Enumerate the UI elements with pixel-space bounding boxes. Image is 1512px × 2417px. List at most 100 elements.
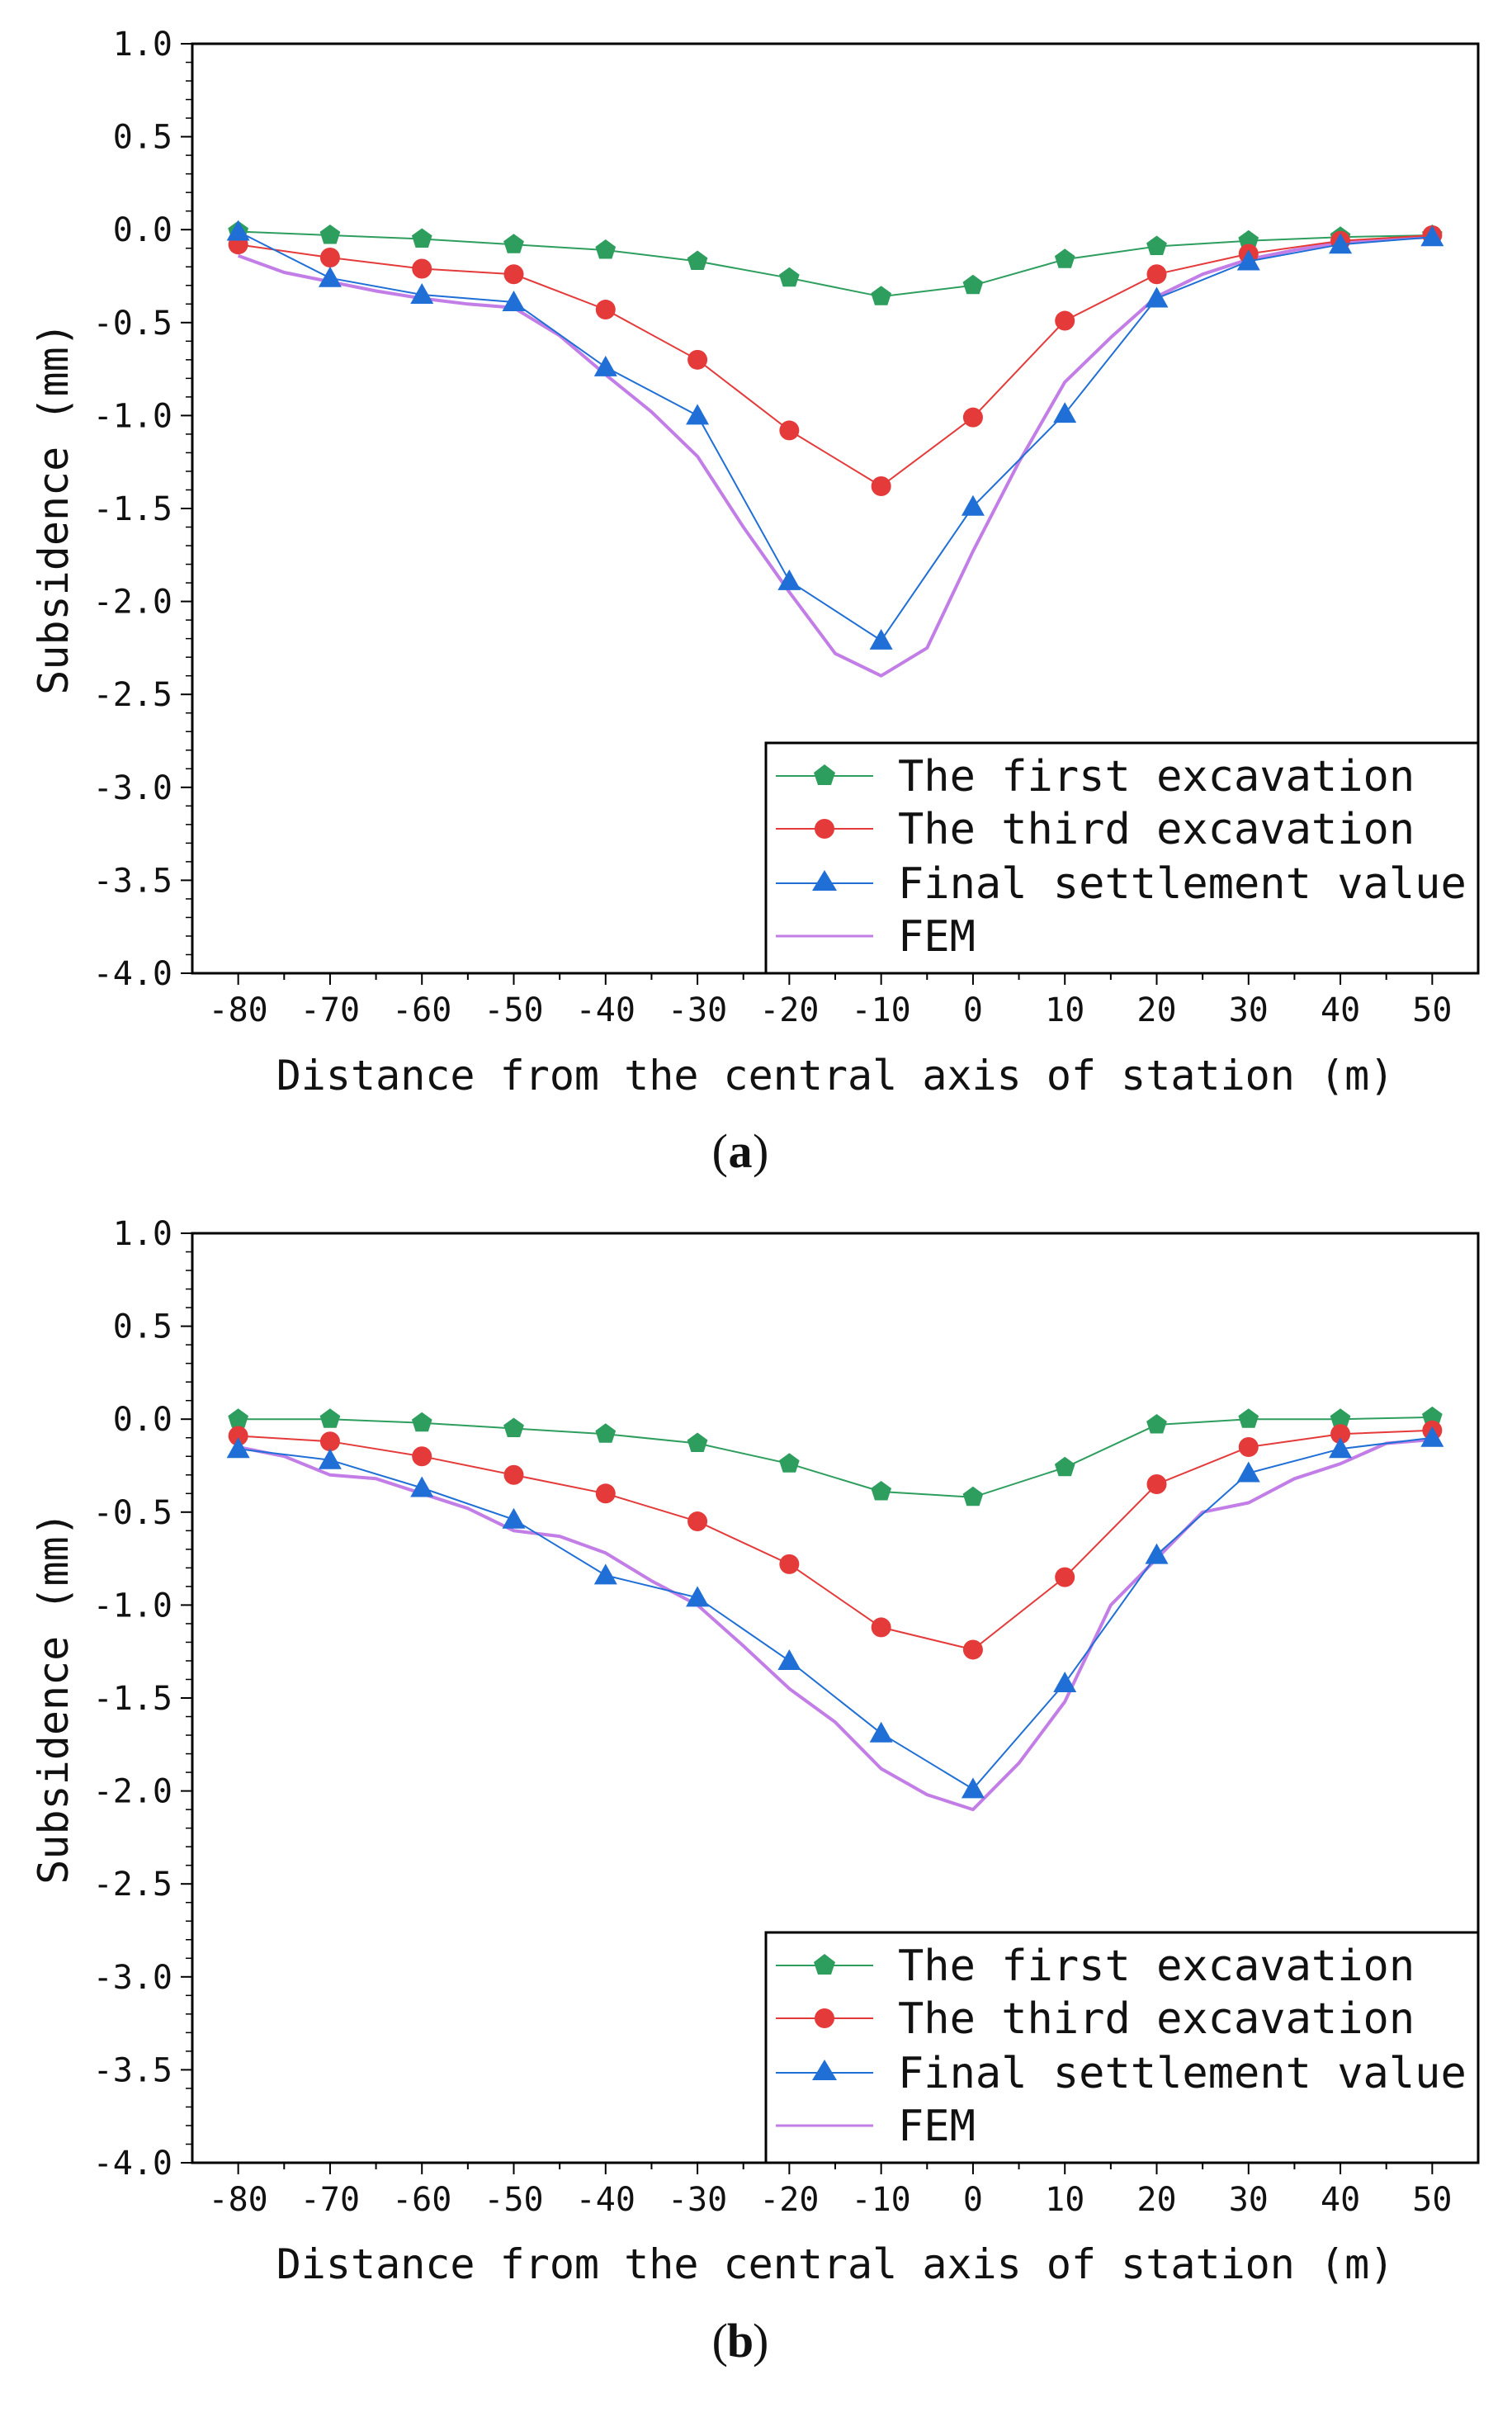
data-point-triangle xyxy=(502,1507,526,1529)
y-tick-label: -0.5 xyxy=(93,305,172,343)
panel-paren-open: ( xyxy=(712,1124,728,1178)
legend-label: The first excavation xyxy=(898,1942,1415,1991)
series-layer xyxy=(226,220,1444,650)
data-point-pentagon xyxy=(1330,1408,1351,1428)
data-point-pentagon xyxy=(595,1423,617,1443)
legend-triangle-marker xyxy=(812,870,837,891)
y-tick-label: 0.5 xyxy=(113,119,172,157)
data-point-circle xyxy=(595,300,616,320)
data-point-pentagon xyxy=(503,1417,524,1437)
x-axis-title: Distance from the central axis of statio… xyxy=(276,2240,1395,2288)
x-tick-label: -50 xyxy=(484,991,543,1029)
y-tick-label: -3.0 xyxy=(93,1959,172,1997)
data-point-triangle xyxy=(1420,1426,1444,1447)
data-point-triangle xyxy=(410,283,434,305)
x-tick-label: 40 xyxy=(1321,991,1360,1029)
data-point-circle xyxy=(687,1511,708,1532)
x-tick-label: 10 xyxy=(1045,2181,1084,2219)
x-axis-title: Distance from the central axis of statio… xyxy=(276,1052,1395,1100)
data-point-triangle xyxy=(593,355,617,376)
legend-circle-marker xyxy=(815,2008,834,2028)
chart-panel-b: -80 -70 -60 -50 -40 -30 -20 -10 0 10 20 30 40 50 -4.0… xyxy=(30,1215,1480,2367)
data-point-circle xyxy=(412,258,432,279)
data-point-triangle xyxy=(961,1777,985,1799)
legend-item-third-excavation: The third excavation xyxy=(776,1994,1415,2044)
data-point-triangle xyxy=(593,1563,617,1585)
data-point-pentagon xyxy=(871,1481,891,1501)
data-point-circle xyxy=(1238,1436,1259,1457)
legend: The first excavation The third excavatio… xyxy=(764,741,1480,975)
data-point-triangle xyxy=(686,404,710,425)
data-point-pentagon xyxy=(1054,248,1075,268)
data-point-triangle xyxy=(226,220,250,241)
tick-layer xyxy=(181,43,1434,985)
data-point-pentagon xyxy=(1422,1406,1443,1426)
legend-triangle-marker xyxy=(812,2060,837,2080)
y-tick-label: 0.0 xyxy=(113,211,172,249)
data-point-pentagon xyxy=(779,1453,800,1473)
y-tick-label: -1.0 xyxy=(93,397,172,435)
legend-box xyxy=(764,741,1480,975)
x-tick-label: -50 xyxy=(484,2181,543,2219)
legend-item-third-excavation: The third excavation xyxy=(776,805,1415,854)
data-point-circle xyxy=(871,475,891,496)
data-point-triangle xyxy=(1329,1437,1353,1459)
data-point-circle xyxy=(779,420,800,441)
x-tick-label: -10 xyxy=(852,2181,911,2219)
data-point-triangle xyxy=(1053,402,1077,423)
legend-label: Final settlement value xyxy=(898,859,1467,909)
x-tick-label: 50 xyxy=(1412,2181,1452,2219)
panel-label-a: ( a ) xyxy=(712,1124,769,1178)
panel-paren-open: ( xyxy=(712,2314,728,2367)
legend-item-final-settlement: Final settlement value xyxy=(776,2049,1467,2098)
data-point-circle xyxy=(1330,1424,1351,1445)
data-point-triangle xyxy=(869,628,893,650)
panel-letter: a xyxy=(729,1124,753,1178)
data-point-triangle xyxy=(502,291,526,312)
y-tick-labels: -4.0 -3.5 -3.0 -2.5 -2.0 -1.5 -1.0 -0.5 0.0 0.5 1.… xyxy=(93,26,172,993)
legend-item-first-excavation: The first excavation xyxy=(776,752,1415,802)
chart-panel-a: -80 -70 -60 -50 -40 -30 -20 -10 0 10 20 30 40 50 -4.0… xyxy=(30,26,1480,1178)
data-point-triangle xyxy=(869,1721,893,1743)
data-point-triangle xyxy=(318,266,342,287)
legend-pentagon-marker xyxy=(814,1954,835,1975)
data-point-pentagon xyxy=(871,286,891,305)
data-point-triangle xyxy=(686,1586,710,1607)
data-point-triangle xyxy=(1053,1671,1077,1692)
data-point-pentagon xyxy=(962,1486,984,1506)
data-point-pentagon xyxy=(1238,1408,1259,1428)
pentagon-series-line xyxy=(238,230,1433,298)
legend-label: FEM xyxy=(898,2102,976,2151)
series-layer xyxy=(226,1406,1444,1799)
legend-label: Final settlement value xyxy=(898,2049,1467,2098)
data-point-triangle xyxy=(1329,233,1353,254)
data-point-circle xyxy=(1055,310,1075,331)
x-tick-label: 20 xyxy=(1136,2181,1176,2219)
triangle-series-line xyxy=(238,1436,1433,1790)
panel-paren-close: ) xyxy=(753,2314,768,2367)
data-point-circle xyxy=(503,264,524,285)
x-tick-label: -80 xyxy=(209,2181,268,2219)
data-point-circle xyxy=(503,1464,524,1485)
legend-label: The first excavation xyxy=(898,752,1415,802)
data-point-pentagon xyxy=(503,234,524,253)
y-tick-label: 1.0 xyxy=(113,1215,172,1253)
x-tick-label: -70 xyxy=(300,2181,360,2219)
fem-series-line xyxy=(237,235,1433,678)
legend-item-first-excavation: The first excavation xyxy=(776,1942,1415,1991)
y-tick-label: -4.0 xyxy=(93,955,172,993)
x-tick-label: -40 xyxy=(576,2181,636,2219)
data-point-circle xyxy=(319,1431,340,1452)
data-point-circle xyxy=(1146,1474,1167,1495)
fem-series-line xyxy=(238,1438,1433,1812)
data-point-circle xyxy=(871,1617,891,1638)
data-point-circle xyxy=(595,1483,616,1504)
x-tick-label: -40 xyxy=(576,991,636,1029)
y-tick-label: -2.5 xyxy=(93,1866,172,1904)
x-tick-label: 0 xyxy=(963,2181,983,2219)
x-tick-label: -10 xyxy=(852,991,911,1029)
x-tick-label: 20 xyxy=(1136,991,1176,1029)
panel-label-b: ( b ) xyxy=(712,2314,769,2367)
data-point-pentagon xyxy=(779,267,800,287)
data-point-pentagon xyxy=(228,1408,248,1428)
